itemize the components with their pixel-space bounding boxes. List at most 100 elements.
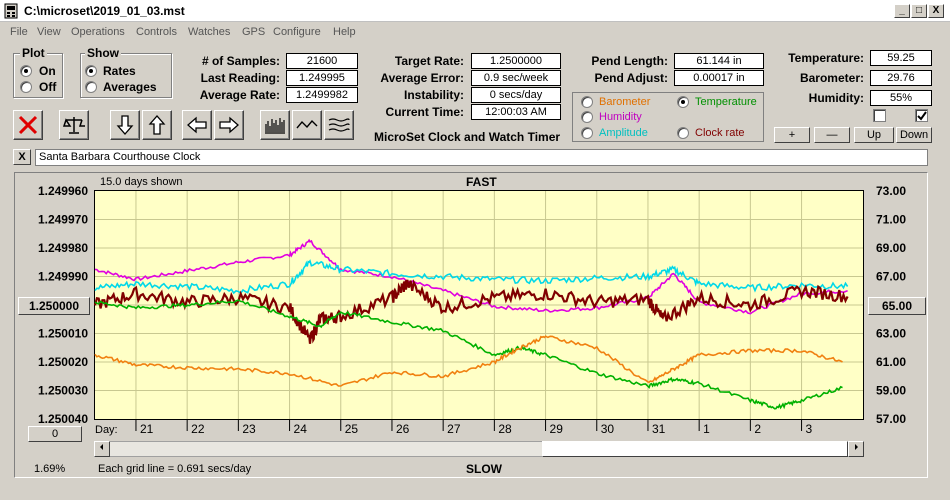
center-right-button[interactable]: 65.00 [868, 297, 926, 315]
menu-view[interactable]: View [37, 26, 61, 38]
menu-watches[interactable]: Watches [188, 26, 231, 38]
pend-length-field: 61.144 in [674, 53, 764, 69]
menu-help[interactable]: Help [333, 26, 356, 38]
barometer-option-label: Barometer [599, 96, 651, 108]
humidity-label: Humidity: [808, 91, 864, 105]
arrow-left-button[interactable] [182, 110, 212, 140]
right-checkbox[interactable] [915, 109, 928, 122]
plot-off-label: Off [39, 80, 57, 94]
maximize-button[interactable]: □ [911, 4, 927, 18]
temperature-radio[interactable] [677, 96, 689, 108]
series-line-humidity [94, 238, 848, 315]
clock-rate-radio[interactable] [677, 127, 689, 139]
humidity-radio[interactable] [581, 111, 593, 123]
wave-icon [296, 119, 318, 129]
balance-icon [63, 117, 85, 134]
amplitude-option-label: Amplitude [599, 127, 648, 139]
stop-icon [18, 115, 38, 135]
day-label: Day: [95, 424, 118, 436]
scroll-thumb[interactable] [542, 441, 848, 457]
last-reading-field: 1.249995 [286, 70, 358, 86]
checkmark-icon [917, 111, 927, 121]
close-button[interactable]: X [928, 4, 944, 18]
pend-length-label: Pend Length: [591, 54, 668, 68]
center-left-button[interactable]: 1.250000 [18, 297, 90, 315]
menu-configure[interactable]: Configure [273, 26, 321, 38]
y-left-tick-label: 1.249970 [38, 213, 88, 227]
arrow-up-button[interactable] [142, 110, 172, 140]
show-averages-label: Averages [103, 80, 157, 94]
arrow-down-button[interactable] [110, 110, 140, 140]
y-right-tick-label: 59.00 [876, 384, 906, 398]
grid-note-label: Each grid line = 0.691 secs/day [98, 463, 252, 475]
x-tick-label: 28 [498, 422, 512, 436]
menu-controls[interactable]: Controls [136, 26, 177, 38]
plot-on-label: On [39, 64, 56, 78]
series-line-barometer [94, 335, 843, 387]
series-line-clock-rate [93, 279, 849, 344]
show-group-title: Show [85, 46, 121, 60]
chevron-left-icon [100, 444, 103, 450]
show-rates-radio[interactable] [85, 65, 97, 77]
fast-label: FAST [466, 175, 497, 189]
clear-clock-name-button[interactable]: X [13, 149, 31, 165]
show-rates-label: Rates [103, 64, 136, 78]
zero-button[interactable]: 0 [28, 426, 82, 442]
y-left-tick-label: 1.249990 [38, 270, 88, 284]
samples-label: # of Samples: [201, 54, 280, 68]
left-checkbox[interactable] [873, 109, 886, 122]
series-line-amplitude [94, 259, 849, 295]
amplitude-radio[interactable] [581, 127, 593, 139]
y-right-tick-label: 57.00 [876, 412, 906, 426]
bars-button[interactable] [260, 110, 290, 140]
stop-button[interactable] [13, 110, 43, 140]
arrow-left-icon [187, 116, 207, 134]
barometer-radio[interactable] [581, 96, 593, 108]
menu-file[interactable]: File [10, 26, 28, 38]
y-left-tick-label: 1.250020 [38, 355, 88, 369]
y-right-tick-label: 71.00 [876, 213, 906, 227]
x-tick-label: 31 [652, 422, 666, 436]
bars-icon [265, 118, 285, 134]
minus-button[interactable]: — [814, 127, 850, 143]
x-tick-label: 29 [550, 422, 564, 436]
y-left-tick-label: 1.249980 [38, 241, 88, 255]
app-name-label: MicroSet Clock and Watch Timer [374, 130, 561, 144]
x-tick-label: 27 [447, 422, 461, 436]
clock-rate-option-label: Clock rate [695, 127, 745, 139]
x-tick-label: 25 [345, 422, 359, 436]
menu-gps[interactable]: GPS [242, 26, 266, 38]
temperature-label: Temperature: [788, 51, 864, 65]
slow-label: SLOW [466, 462, 502, 476]
clock-name-input[interactable]: Santa Barbara Courthouse Clock [35, 149, 928, 166]
barometer-field: 29.76 [870, 70, 932, 86]
x-tick-label: 21 [140, 422, 154, 436]
balance-button[interactable] [59, 110, 89, 140]
scroll-left-button[interactable] [94, 441, 110, 457]
lines-button[interactable] [324, 110, 354, 140]
window-title: C:\microset\2019_01_03.mst [24, 4, 185, 18]
temperature-field: 59.25 [870, 50, 932, 66]
scroll-right-button[interactable] [848, 441, 864, 457]
plot-on-radio[interactable] [20, 65, 32, 77]
menu-operations[interactable]: Operations [71, 26, 125, 38]
show-averages-radio[interactable] [85, 81, 97, 93]
arrow-down-icon [116, 115, 134, 135]
sensor-select-box [572, 92, 764, 142]
plot-off-radio[interactable] [20, 81, 32, 93]
average-error-label: Average Error: [380, 71, 464, 85]
minimize-button[interactable]: _ [894, 4, 910, 18]
plus-button[interactable]: + [774, 127, 810, 143]
y-right-tick-label: 69.00 [876, 241, 906, 255]
arrow-right-button[interactable] [214, 110, 244, 140]
y-right-tick-label: 61.00 [876, 355, 906, 369]
y-left-tick-label: 1.250040 [38, 412, 88, 426]
wave-button[interactable] [292, 110, 322, 140]
title-bar: C:\microset\2019_01_03.mst _ □ X [0, 0, 950, 22]
down-button[interactable]: Down [896, 127, 932, 143]
y-left-tick-label: 1.250010 [38, 327, 88, 341]
up-button[interactable]: Up [854, 127, 894, 143]
pend-adjust-label: Pend Adjust: [594, 71, 668, 85]
current-time-field: 12:00:03 AM [471, 104, 561, 120]
arrow-right-icon [219, 116, 239, 134]
